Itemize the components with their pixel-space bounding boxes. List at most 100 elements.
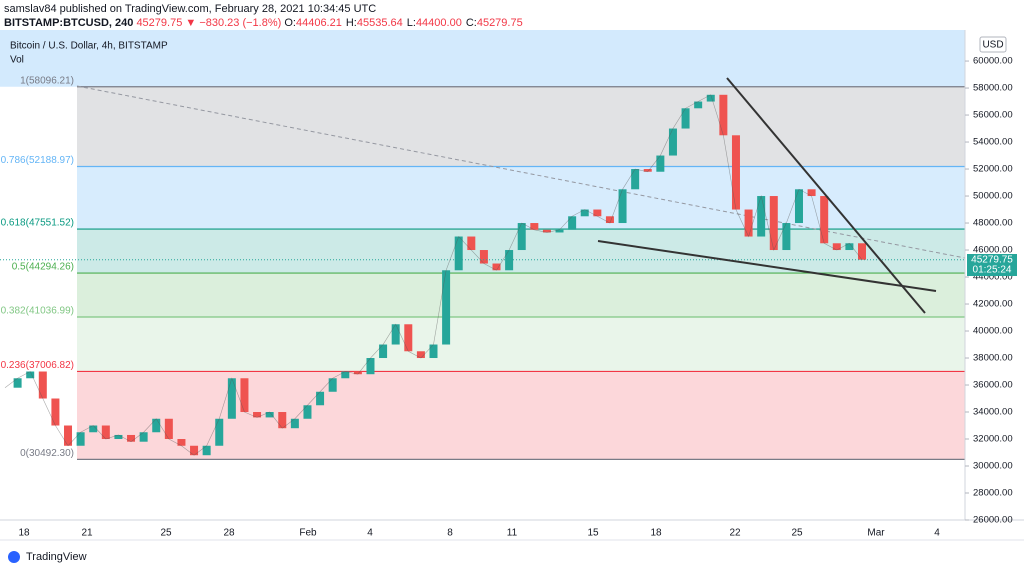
ohlc-value: 44406.21: [295, 17, 342, 29]
candle: [152, 418, 161, 433]
ohlc: O:44406.21 H:45535.64 L:44400.00 C:45279.75: [284, 17, 526, 29]
candle: [190, 445, 199, 456]
candle: [530, 223, 539, 230]
candle: [643, 169, 652, 172]
chart-title: Bitcoin / U.S. Dollar, 4h, BITSTAMP: [10, 41, 168, 52]
candle: [744, 209, 753, 237]
candle: [605, 216, 614, 224]
vol-label: Vol: [10, 55, 24, 66]
x-tick-label: 15: [587, 528, 599, 539]
candle: [13, 378, 22, 388]
fib-zone: [77, 317, 965, 372]
x-tick-label: 18: [650, 528, 662, 539]
candle: [731, 135, 740, 210]
candle: [404, 324, 413, 352]
ohlc-key: C:: [465, 17, 477, 29]
y-tick-label: 38000.00: [973, 353, 1013, 364]
trend-dashed: [76, 85, 966, 259]
fib-zone: [77, 166, 965, 230]
candle: [353, 371, 362, 375]
fib-label: 1(58096.21): [20, 75, 74, 86]
trend-line-lower: [597, 240, 937, 292]
candle: [807, 189, 816, 197]
fib-label: 0.382(41036.99): [1, 306, 74, 317]
candle: [278, 412, 287, 429]
candle: [416, 351, 425, 359]
candle: [76, 432, 85, 446]
candle: [101, 425, 110, 440]
footer: TradingView: [26, 551, 87, 563]
candle: [114, 434, 123, 440]
candle: [265, 412, 274, 418]
trend-line-upper: [726, 77, 926, 314]
candle: [341, 371, 350, 379]
y-tick-label: 48000.00: [973, 218, 1013, 229]
candle: [832, 243, 841, 251]
plot-bg: [0, 30, 965, 520]
fib-zone: [77, 273, 965, 318]
candle: [794, 189, 803, 224]
candle: [38, 371, 47, 399]
candle: [719, 94, 728, 136]
candle: [366, 358, 375, 375]
fib-label: 0(30492.30): [20, 448, 74, 459]
timer: 01:25:24: [973, 265, 1012, 276]
candle: [442, 270, 451, 345]
y-tick-label: 30000.00: [973, 461, 1013, 472]
y-tick-label: 52000.00: [973, 164, 1013, 175]
candle: [631, 169, 640, 190]
candle: [253, 412, 262, 418]
candle: [64, 425, 73, 446]
ohlc-key: H:: [345, 17, 357, 29]
x-tick-label: 25: [791, 528, 803, 539]
candle: [668, 128, 677, 156]
candle: [139, 432, 148, 442]
candle: [51, 398, 60, 426]
x-tick-label: 4: [934, 528, 940, 539]
fib-label: 0.5(44294.26): [12, 262, 74, 273]
fib-zone: [77, 86, 965, 167]
currency: USD: [982, 40, 1003, 51]
candle: [769, 196, 778, 251]
y-tick-label: 50000.00: [973, 191, 1013, 202]
x-tick-label: 25: [160, 528, 172, 539]
candle: [379, 344, 388, 359]
candle: [568, 216, 577, 230]
x-tick-label: 21: [81, 528, 93, 539]
y-tick-label: 44000.00: [973, 272, 1013, 283]
candle: [429, 344, 438, 359]
currency-box[interactable]: [979, 36, 1007, 53]
candle: [656, 155, 665, 172]
candle: [240, 378, 249, 413]
x-tick-label: Mar: [867, 528, 885, 539]
change: ▼ −830.23 (−1.8%): [185, 17, 282, 29]
candle: [89, 425, 98, 433]
candle: [757, 196, 766, 237]
last-price: 45279.75: [971, 255, 1013, 266]
candle: [782, 223, 791, 251]
candle: [845, 243, 854, 251]
fib-label: 0.236(37006.82): [1, 360, 74, 371]
last: 45279.75: [136, 17, 183, 29]
candle: [694, 101, 703, 109]
x-tick-label: 18: [18, 528, 30, 539]
x-tick-label: Feb: [299, 528, 317, 539]
y-tick-label: 26000.00: [973, 515, 1013, 526]
candle: [681, 108, 690, 129]
y-tick-label: 40000.00: [973, 326, 1013, 337]
publish-line: samslav84 published on TradingView.com, …: [4, 3, 377, 15]
candle: [580, 209, 589, 217]
y-tick-label: 36000.00: [973, 380, 1013, 391]
candle: [316, 391, 325, 406]
candle: [215, 418, 224, 446]
x-tick-label: 8: [447, 528, 453, 539]
ohlc-key: O:: [284, 17, 296, 29]
y-tick-label: 46000.00: [973, 245, 1013, 256]
candle: [542, 229, 551, 233]
y-tick-label: 42000.00: [973, 299, 1013, 310]
fib-zone: [77, 371, 965, 460]
candle: [467, 236, 476, 251]
symbol-line: BITSTAMP:BTCUSD, 240 45279.75 ▼ −830.23 …: [4, 17, 527, 29]
